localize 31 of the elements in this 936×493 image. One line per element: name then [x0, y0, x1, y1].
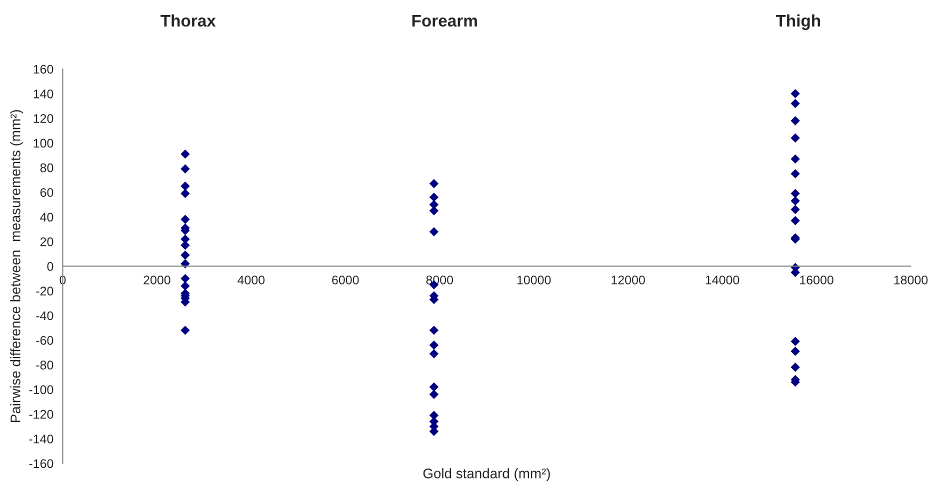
- y-tick-label: -160: [29, 459, 54, 468]
- y-tick-label: 120: [34, 114, 54, 123]
- y-tick-label: 20: [40, 237, 54, 246]
- x-tick-label: 0: [60, 276, 66, 284]
- x-tick-label: 14000: [706, 276, 740, 284]
- y-tick-label: -60: [36, 336, 54, 345]
- text: Thigh: [776, 14, 820, 30]
- y-tick-label: 160: [34, 64, 54, 74]
- x-axis-title: Gold standard (mm²): [423, 468, 550, 482]
- y-tick-label: 60: [40, 188, 54, 197]
- y-axis-title: Pairwise difference between measurements (mm²): [10, 110, 24, 422]
- x-tick-label: 4000: [238, 276, 265, 284]
- text: Thorax: [160, 14, 216, 27]
- y-tick-label: 140: [34, 89, 54, 98]
- x-tick-label: 10000: [517, 276, 551, 284]
- y-tick-label: -20: [36, 286, 54, 296]
- y-tick-label: -120: [29, 410, 54, 419]
- y-tick-label: 40: [40, 212, 54, 222]
- y-tick-label: 80: [40, 163, 54, 172]
- text: Forearm: [412, 15, 477, 27]
- y-tick-label: 100: [34, 138, 54, 148]
- x-tick-label: 16000: [800, 276, 834, 284]
- y-tick-label: 0: [47, 262, 54, 271]
- y-tick-label: -40: [36, 311, 54, 320]
- y-tick-label: -100: [29, 385, 54, 394]
- x-tick-label: 18000: [894, 276, 928, 284]
- y-tick-label: -80: [36, 360, 54, 370]
- y-tick-label: -140: [29, 434, 54, 444]
- x-tick-label: 6000: [332, 276, 359, 284]
- x-tick-label: 12000: [612, 276, 645, 284]
- x-tick-label: 2000: [144, 276, 170, 284]
